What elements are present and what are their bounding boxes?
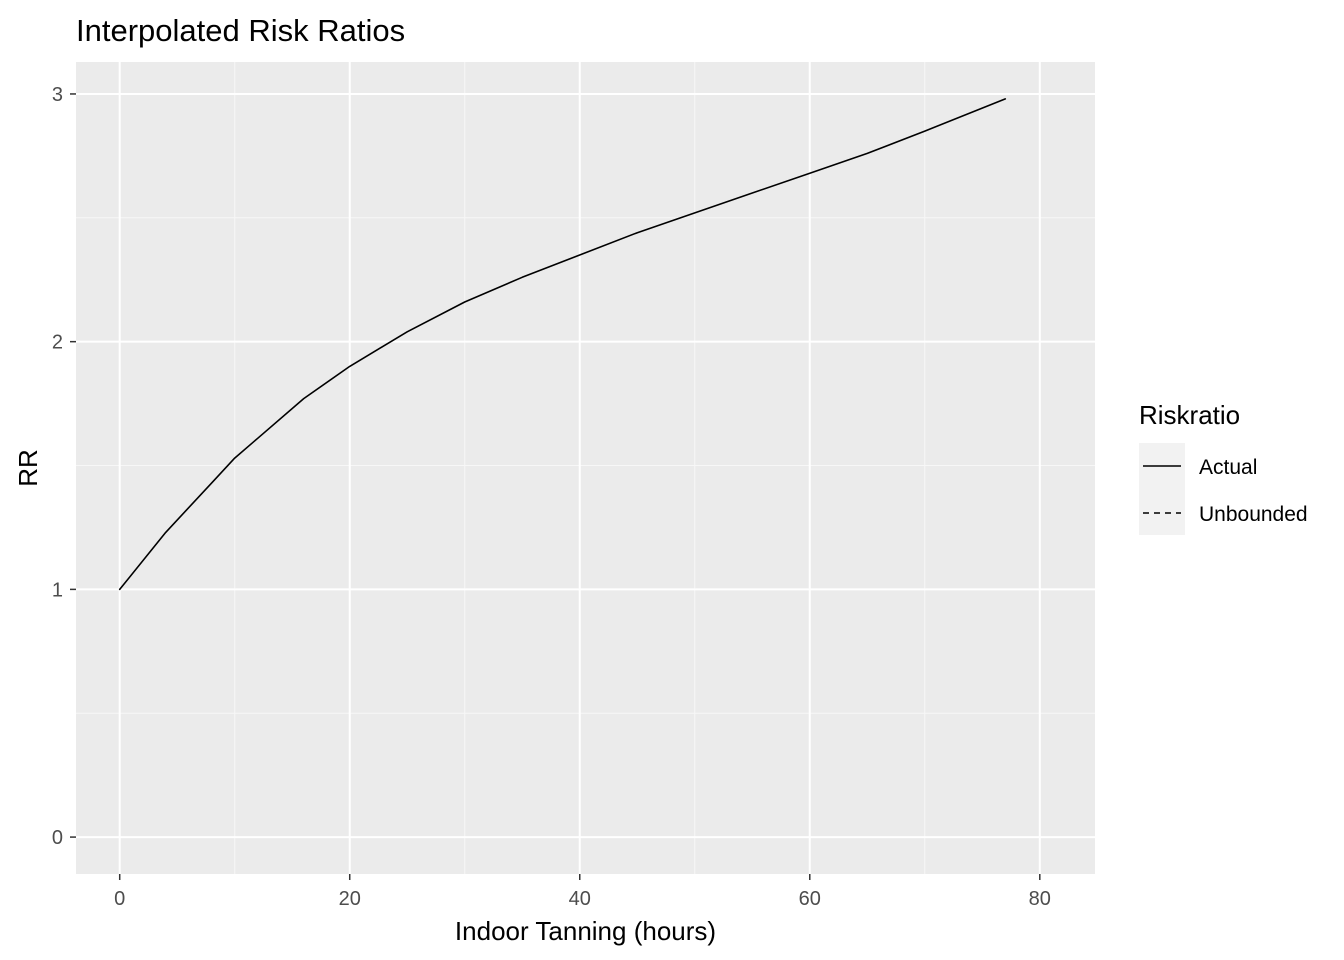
- legend-label-actual: Actual: [1199, 456, 1257, 479]
- series-layer: [118, 98, 1007, 591]
- x-tick-label: 0: [114, 888, 125, 910]
- x-tick-label: 60: [799, 888, 821, 910]
- plot-panel: [76, 62, 1095, 874]
- x-axis-title: Indoor Tanning (hours): [455, 916, 716, 946]
- y-axis: 0 1 2 3: [52, 84, 76, 849]
- legend-label-unbounded: Unbounded: [1199, 503, 1308, 526]
- chart-title: Interpolated Risk Ratios: [76, 13, 405, 48]
- x-tick-label: 20: [339, 888, 361, 910]
- y-tick-label: 3: [52, 84, 63, 106]
- x-tick-label: 80: [1029, 888, 1051, 910]
- grid-minor: [76, 62, 1095, 874]
- x-axis: 0 20 40 60 80: [114, 874, 1051, 910]
- legend-title: Riskratio: [1139, 400, 1240, 430]
- y-tick-label: 0: [52, 827, 63, 849]
- legend: Riskratio Actual Unbounded: [1139, 400, 1308, 535]
- y-tick-label: 1: [52, 579, 63, 601]
- y-tick-label: 2: [52, 332, 63, 354]
- series-line-actual: [118, 98, 1007, 591]
- y-axis-title: RR: [13, 449, 43, 487]
- x-tick-label: 40: [569, 888, 591, 910]
- legend-key-unbounded-bg: [1139, 489, 1185, 535]
- grid-major: [76, 62, 1095, 874]
